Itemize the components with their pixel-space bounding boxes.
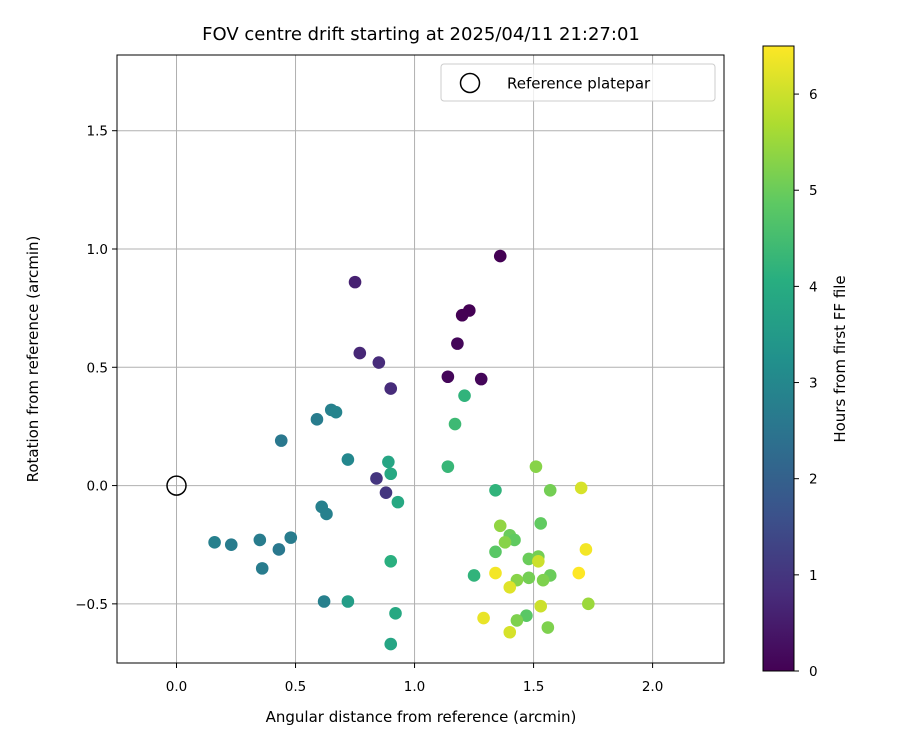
data-point <box>467 569 481 582</box>
data-point <box>382 455 395 469</box>
legend: Reference platepar <box>440 63 716 102</box>
data-point <box>253 533 267 547</box>
data-point <box>448 417 462 431</box>
colorbar-tick-label: 5 <box>809 183 818 199</box>
data-point <box>389 607 402 620</box>
data-point <box>503 580 517 594</box>
colorbar-tick-label: 0 <box>809 664 818 680</box>
data-point <box>529 460 543 473</box>
x-tick-label: 1.0 <box>404 679 425 695</box>
legend-box <box>440 63 716 102</box>
data-point <box>391 495 405 509</box>
data-point <box>474 372 488 386</box>
y-tick-label: 0.0 <box>87 479 108 495</box>
data-point <box>489 483 502 497</box>
data-point <box>370 472 383 485</box>
data-point <box>353 346 367 360</box>
legend-open-circle-icon <box>459 72 481 94</box>
y-tick-label: −0.5 <box>75 597 108 613</box>
data-point <box>541 621 555 634</box>
data-point <box>224 538 238 552</box>
data-point <box>320 507 333 521</box>
data-point <box>477 611 490 625</box>
data-point <box>498 536 512 549</box>
data-point <box>284 531 298 544</box>
x-tick-label: 0.5 <box>285 679 306 695</box>
data-point <box>310 413 324 426</box>
x-axis-ticks: 0.0 0.5 1.0 1.5 2.0 <box>166 663 663 695</box>
legend-label: Reference platepar <box>507 75 651 93</box>
plot-frame <box>116 54 725 664</box>
colorbar-tick-label: 2 <box>809 472 818 488</box>
colorbar-tick-label: 6 <box>809 87 818 103</box>
data-point <box>522 571 536 585</box>
data-point <box>384 467 398 481</box>
colorbar: 0 1 2 3 4 5 6 Hours from first FF file <box>762 45 849 680</box>
data-point <box>458 389 471 402</box>
data-point <box>520 609 533 622</box>
data-point <box>579 543 593 556</box>
data-point <box>317 595 331 608</box>
grid <box>117 55 724 663</box>
data-point <box>510 614 524 627</box>
data-point <box>384 637 398 651</box>
data-point <box>441 370 455 384</box>
data-point <box>493 249 507 263</box>
data-point <box>272 543 286 556</box>
x-tick-label: 1.5 <box>523 679 544 695</box>
x-axis-label: Angular distance from reference (arcmin) <box>266 708 577 726</box>
data-point <box>534 599 548 613</box>
data-point <box>208 536 221 549</box>
data-point <box>451 337 464 350</box>
data-point <box>582 597 595 611</box>
data-point <box>329 405 343 419</box>
colorbar-tick-label: 4 <box>809 279 818 295</box>
x-tick-label: 0.0 <box>166 679 187 695</box>
y-tick-label: 1.5 <box>87 124 108 140</box>
data-point <box>489 566 502 580</box>
y-tick-label: 0.5 <box>87 360 108 376</box>
y-axis-label: Rotation from reference (arcmin) <box>24 236 42 483</box>
data-point <box>534 517 548 530</box>
data-point <box>532 554 545 568</box>
data-point <box>503 625 517 639</box>
data-point <box>493 519 507 533</box>
data-point <box>341 595 355 608</box>
data-point <box>384 382 398 395</box>
colorbar-gradient <box>762 45 795 672</box>
data-point <box>455 308 469 322</box>
data-point <box>543 483 557 497</box>
data-points <box>208 249 595 651</box>
colorbar-tick-label: 3 <box>809 376 818 392</box>
data-point <box>441 460 455 473</box>
x-tick-label: 2.0 <box>642 679 663 695</box>
data-point <box>348 275 362 289</box>
reference-platepar-marker <box>166 475 187 496</box>
chart-title: FOV centre drift starting at 2025/04/11 … <box>202 24 640 45</box>
y-axis-ticks: −0.5 0.0 0.5 1.0 1.5 <box>75 124 117 613</box>
data-point <box>341 453 355 466</box>
data-point <box>372 356 386 369</box>
colorbar-tick-label: 1 <box>809 568 818 584</box>
data-point <box>508 533 521 547</box>
y-tick-label: 1.0 <box>87 242 108 258</box>
data-point <box>274 434 288 447</box>
data-point <box>574 481 588 495</box>
data-point <box>572 566 586 580</box>
data-point <box>536 573 550 587</box>
data-point <box>489 545 502 559</box>
colorbar-label: Hours from first FF file <box>831 275 849 442</box>
data-point <box>379 486 393 499</box>
data-point <box>384 554 398 568</box>
colorbar-ticks: 0 1 2 3 4 5 6 <box>794 87 818 680</box>
data-point <box>522 552 536 566</box>
data-point <box>255 562 269 575</box>
